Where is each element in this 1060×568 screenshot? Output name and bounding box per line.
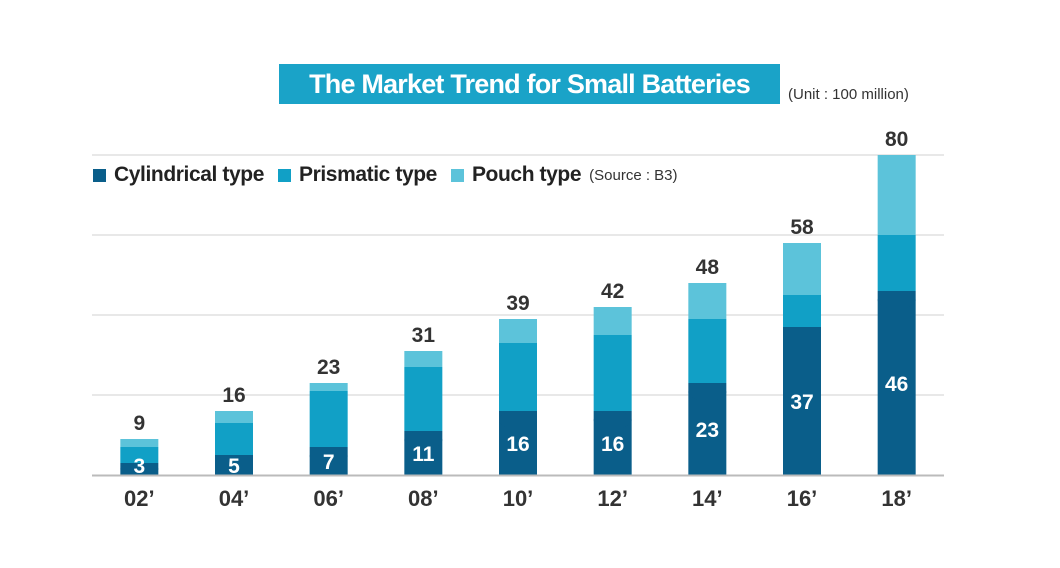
total-value-label: 31: [412, 324, 436, 347]
cylindrical-value-label: 16: [601, 433, 624, 456]
x-tick-label: 16’: [787, 486, 818, 511]
bar-segment-cylindrical-cap: [877, 291, 916, 309]
bar-segment-prismatic: [877, 235, 916, 291]
total-value-label: 39: [506, 292, 529, 315]
cylindrical-value-label: 37: [790, 391, 813, 414]
bar-segment-prismatic: [688, 319, 727, 383]
x-tick-label: 12’: [597, 486, 628, 511]
legend-label-cylindrical: Cylindrical type: [114, 163, 264, 186]
bar-segment-prismatic: [215, 423, 253, 455]
legend-label-prismatic: Prismatic type: [298, 163, 437, 186]
x-tick-label: 14’: [692, 486, 723, 511]
bar-segment-pouch: [215, 411, 253, 423]
bar-segment-cylindrical-cap: [783, 327, 821, 345]
cylindrical-value-label: 16: [506, 433, 529, 456]
x-tick-label: 18’: [881, 486, 912, 511]
total-value-label: 42: [601, 280, 624, 303]
bar-segment-prismatic: [499, 343, 537, 411]
bar-segment-cylindrical-cap: [499, 411, 537, 429]
bar-segment-cylindrical: [877, 291, 916, 475]
total-value-label: 80: [885, 128, 908, 151]
bar-segment-prismatic: [783, 295, 821, 327]
bar-segment-pouch: [593, 307, 632, 335]
cylindrical-value-label: 5: [228, 455, 240, 478]
cylindrical-value-label: 3: [133, 455, 145, 478]
legend-item-prismatic: Prismatic type: [277, 163, 437, 187]
x-tick-label: 04’: [219, 486, 250, 511]
bar-segment-pouch: [688, 283, 727, 319]
bar-segment-prismatic: [404, 367, 443, 431]
cylindrical-value-label: 7: [323, 451, 335, 474]
bar-segment-prismatic: [309, 391, 348, 447]
bar-segment-pouch: [783, 243, 821, 295]
x-tick-label: 02’: [124, 486, 155, 511]
bar-segment-cylindrical-cap: [688, 383, 727, 401]
unit-note: (Unit : 100 million): [788, 86, 909, 103]
x-tick-label: 06’: [313, 486, 344, 511]
cylindrical-value-label: 11: [412, 443, 435, 466]
total-value-label: 16: [222, 384, 245, 407]
bar-segment-cylindrical-cap: [309, 447, 348, 465]
legend-swatch-cylindrical: [93, 168, 106, 182]
total-value-label: 58: [790, 216, 814, 239]
total-value-label: 48: [696, 256, 720, 279]
bar-segment-cylindrical-cap: [404, 431, 443, 449]
legend-swatch-pouch: [450, 168, 464, 182]
bar-segment-prismatic: [593, 335, 632, 411]
cylindrical-value-label: 46: [885, 373, 908, 396]
bar-segment-pouch: [404, 351, 443, 367]
bar-segment-cylindrical-cap: [215, 455, 253, 473]
bar-segment-pouch: [877, 155, 916, 235]
legend-item-cylindrical: Cylindrical type: [93, 163, 264, 187]
bar-segment-cylindrical-cap: [120, 463, 159, 475]
bar-segment-cylindrical: [783, 327, 821, 475]
x-tick-label: 08’: [408, 486, 439, 511]
bar-segment-pouch: [309, 383, 348, 391]
total-value-label: 23: [317, 356, 340, 379]
bar-segment-prismatic: [120, 447, 159, 463]
bar-segment-cylindrical-cap: [593, 411, 632, 429]
total-value-label: 9: [133, 412, 145, 435]
source-note: (Source : B3): [589, 166, 678, 184]
x-tick-label: 10’: [503, 486, 534, 511]
chart-title: The Market Trend for Small Batteries: [279, 64, 780, 104]
legend-item-pouch: Pouch type: [450, 163, 582, 187]
bar-segment-pouch: [499, 319, 537, 343]
bar-segment-pouch: [120, 439, 159, 447]
cylindrical-value-label: 23: [696, 419, 719, 442]
legend: Cylindrical type Prismatic type Pouch ty…: [93, 163, 678, 187]
legend-label-pouch: Pouch type: [471, 163, 582, 186]
legend-swatch-prismatic: [277, 168, 291, 182]
